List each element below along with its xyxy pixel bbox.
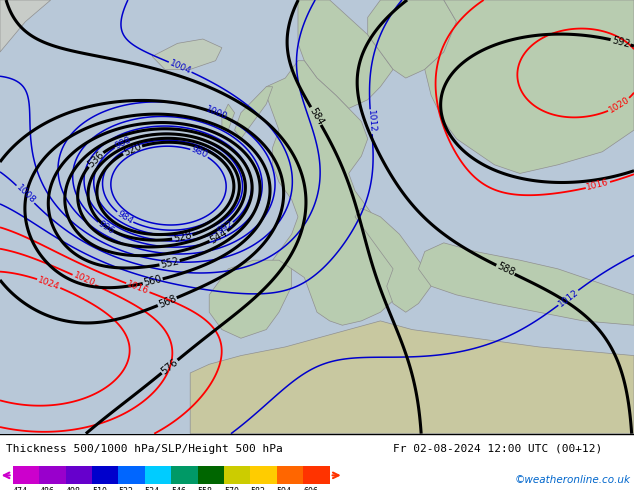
Bar (119, 466, 145, 484)
Bar (13, 466, 39, 484)
Text: 544: 544 (208, 227, 229, 245)
Text: 1020: 1020 (607, 96, 631, 115)
Bar (277, 466, 303, 484)
Text: 996: 996 (96, 219, 116, 236)
Text: 474: 474 (13, 487, 28, 490)
Text: 1012: 1012 (366, 110, 377, 133)
Text: 534: 534 (145, 487, 160, 490)
Polygon shape (418, 243, 634, 325)
Text: Fr 02-08-2024 12:00 UTC (00+12): Fr 02-08-2024 12:00 UTC (00+12) (393, 444, 602, 454)
Polygon shape (0, 0, 51, 52)
Text: 992: 992 (216, 220, 235, 236)
Text: 1020: 1020 (72, 271, 96, 289)
Text: 560: 560 (143, 274, 163, 288)
Text: 980: 980 (190, 145, 209, 160)
Text: 584: 584 (307, 105, 325, 126)
Text: 498: 498 (65, 487, 81, 490)
Polygon shape (368, 0, 456, 78)
Text: 988: 988 (113, 135, 133, 151)
Bar (92, 466, 119, 484)
Polygon shape (425, 0, 634, 173)
Text: 570: 570 (224, 487, 239, 490)
Text: 510: 510 (92, 487, 107, 490)
Text: 522: 522 (119, 487, 133, 490)
Text: ©weatheronline.co.uk: ©weatheronline.co.uk (515, 475, 631, 486)
Text: 594: 594 (277, 487, 292, 490)
Bar (303, 466, 330, 484)
Text: 592: 592 (611, 35, 631, 49)
Text: 486: 486 (39, 487, 54, 490)
Text: 568: 568 (157, 294, 178, 310)
Text: 528: 528 (172, 230, 193, 244)
Polygon shape (222, 104, 235, 130)
Polygon shape (235, 87, 273, 139)
Text: 1008: 1008 (14, 183, 37, 206)
Text: 536: 536 (85, 149, 106, 169)
Text: 588: 588 (495, 261, 516, 278)
Text: 546: 546 (171, 487, 186, 490)
Polygon shape (266, 61, 412, 325)
Text: 1012: 1012 (557, 287, 580, 308)
Bar (171, 466, 198, 484)
Text: 552: 552 (159, 256, 180, 270)
Text: 1016: 1016 (586, 178, 610, 193)
Text: 558: 558 (198, 487, 212, 490)
Text: 1024: 1024 (37, 275, 61, 292)
Text: 606: 606 (303, 487, 318, 490)
Text: 582: 582 (250, 487, 266, 490)
Text: 1000: 1000 (204, 105, 229, 122)
Polygon shape (190, 321, 634, 434)
Text: 520: 520 (122, 141, 143, 158)
Polygon shape (152, 39, 222, 70)
Polygon shape (355, 208, 431, 312)
Bar (250, 466, 277, 484)
Bar (39, 466, 65, 484)
Text: 1004: 1004 (168, 58, 193, 76)
Text: 576: 576 (159, 357, 180, 376)
Bar (224, 466, 250, 484)
Text: 1016: 1016 (126, 279, 150, 296)
Text: 984: 984 (115, 209, 134, 226)
Bar (65, 466, 92, 484)
Polygon shape (298, 0, 393, 108)
Text: Thickness 500/1000 hPa/SLP/Height 500 hPa: Thickness 500/1000 hPa/SLP/Height 500 hP… (6, 444, 283, 454)
Bar (198, 466, 224, 484)
Polygon shape (209, 260, 292, 338)
Bar (145, 466, 171, 484)
